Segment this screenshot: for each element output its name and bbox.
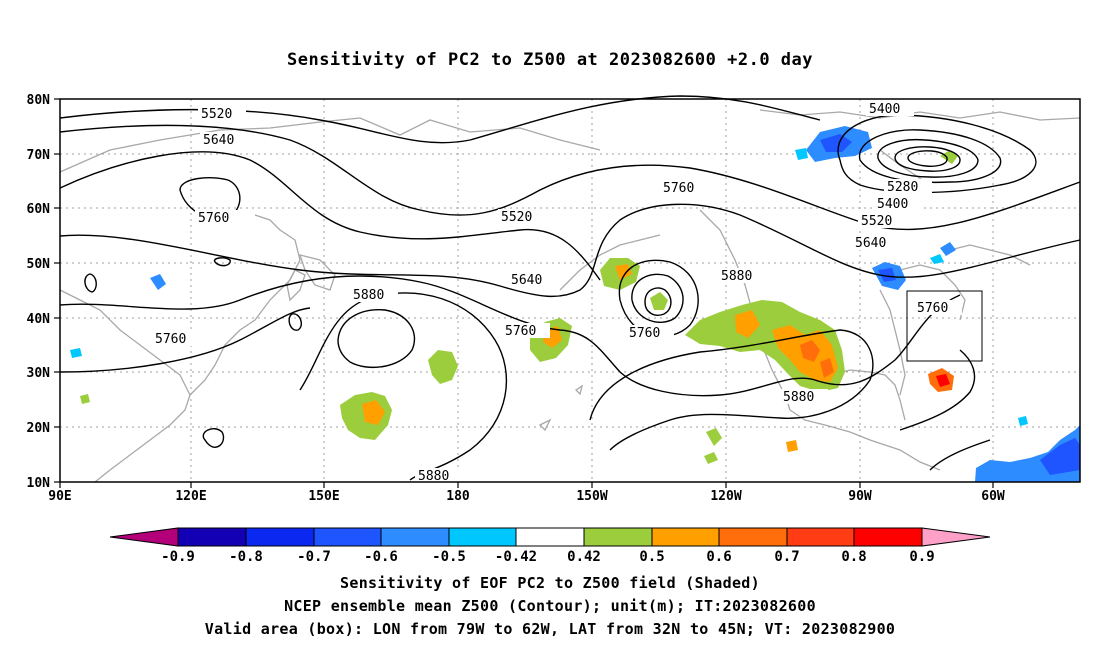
shade-patch bbox=[150, 274, 166, 290]
colorbar-cell bbox=[583, 527, 653, 547]
colorbar-label: 0.6 bbox=[706, 549, 731, 565]
axis-ticks bbox=[54, 98, 994, 488]
colorbar-cell bbox=[380, 527, 450, 547]
contour-label: 5880 bbox=[783, 390, 814, 405]
colorbar-cell bbox=[786, 527, 855, 547]
shade-patch bbox=[936, 374, 950, 387]
colorbar-label: 0.8 bbox=[841, 549, 866, 565]
lat-tick-label: 10N bbox=[27, 476, 51, 491]
colorbar-low-arrow bbox=[109, 527, 179, 547]
contour-label: 5760 bbox=[917, 301, 948, 316]
shade-patch bbox=[820, 134, 852, 152]
colorbar-cell bbox=[515, 527, 585, 547]
shade-patch bbox=[735, 310, 760, 338]
contour-labels: 5520 5640 5760 5520 5640 5880 5760 5760 … bbox=[152, 101, 962, 484]
colorbar-labels: -0.9 -0.8 -0.7 -0.6 -0.5 -0.42 0.42 0.5 … bbox=[161, 549, 935, 565]
colorbar-cell bbox=[853, 527, 923, 547]
shade-patch bbox=[1018, 416, 1028, 426]
sensitivity-shading bbox=[70, 126, 1080, 482]
colorbar-cell bbox=[448, 527, 517, 547]
contour-label: 5760 bbox=[505, 324, 536, 339]
contour-label: 5640 bbox=[203, 133, 234, 148]
shade-patch bbox=[1040, 438, 1080, 475]
shade-patch bbox=[428, 350, 458, 384]
lon-tick-label: 120E bbox=[175, 489, 206, 504]
contour-label: 5760 bbox=[155, 332, 186, 347]
shade-patch bbox=[878, 268, 896, 282]
caption-line-2: NCEP ensemble mean Z500 (Contour); unit(… bbox=[284, 597, 816, 615]
shade-patch bbox=[800, 340, 820, 362]
shade-patch bbox=[706, 428, 722, 446]
caption-line-3: Valid area (box): LON from 79W to 62W, L… bbox=[204, 620, 896, 638]
map-plot: 5520 5640 5760 5520 5640 5880 5760 5760 … bbox=[27, 93, 1081, 504]
shade-patch bbox=[615, 264, 632, 280]
lat-tick-label: 50N bbox=[27, 257, 51, 272]
contour-label: 5400 bbox=[877, 197, 908, 212]
colorbar-label: -0.6 bbox=[364, 549, 398, 565]
colorbar-cell bbox=[651, 527, 720, 547]
contour-label: 5760 bbox=[663, 181, 694, 196]
contour-label: 5880 bbox=[418, 469, 449, 484]
contour-label: 5520 bbox=[861, 214, 892, 229]
lon-tick-label: 150E bbox=[308, 489, 339, 504]
shade-patch bbox=[650, 292, 668, 310]
valid-area-box bbox=[906, 290, 983, 362]
lat-tick-label: 40N bbox=[27, 312, 51, 327]
lon-tick-label: 150W bbox=[576, 489, 607, 504]
colorbar-label: -0.8 bbox=[229, 549, 263, 565]
shade-patch bbox=[786, 440, 798, 452]
shade-patch bbox=[820, 358, 834, 378]
caption-line-1: Sensitivity of EOF PC2 to Z500 field (Sh… bbox=[340, 574, 760, 592]
lon-tick-label: 120W bbox=[710, 489, 741, 504]
colorbar-label: 0.42 bbox=[567, 549, 601, 565]
contour-label: 5880 bbox=[353, 288, 384, 303]
colorbar-cell bbox=[245, 527, 315, 547]
colorbar-label: 0.7 bbox=[774, 549, 799, 565]
contour-label: 5520 bbox=[201, 107, 232, 122]
lat-tick-label: 70N bbox=[27, 148, 51, 163]
lon-tick-label: 60W bbox=[981, 489, 1005, 504]
contour-label: 5520 bbox=[501, 210, 532, 225]
colorbar-label: -0.9 bbox=[161, 549, 195, 565]
colorbar-label: -0.5 bbox=[432, 549, 466, 565]
shade-patch bbox=[940, 150, 958, 164]
lat-tick-label: 20N bbox=[27, 421, 51, 436]
colorbar-label: 0.9 bbox=[909, 549, 934, 565]
lat-labels: 80N 70N 60N 50N 40N 30N 20N 10N bbox=[27, 93, 51, 491]
colorbar-cell bbox=[177, 527, 247, 547]
colorbar-label: -0.42 bbox=[495, 549, 537, 565]
colorbar-cell bbox=[718, 527, 788, 547]
shade-patch bbox=[940, 242, 956, 256]
colorbar-cell bbox=[313, 527, 382, 547]
contour-label: 5280 bbox=[887, 180, 918, 195]
contour-label: 5400 bbox=[869, 102, 900, 117]
shade-patch bbox=[795, 148, 808, 160]
colorbar-segments bbox=[109, 527, 991, 547]
lon-tick-label: 180 bbox=[446, 489, 470, 504]
contour-label: 5640 bbox=[855, 236, 886, 251]
plot-frame bbox=[59, 98, 1081, 483]
shade-patch bbox=[80, 394, 90, 404]
colorbar-label: 0.5 bbox=[639, 549, 664, 565]
lat-tick-label: 60N bbox=[27, 202, 51, 217]
shade-patch bbox=[930, 254, 944, 264]
shade-patch bbox=[704, 452, 718, 464]
shade-patch bbox=[70, 348, 82, 358]
contour-label: 5760 bbox=[198, 211, 229, 226]
contour-label: 5760 bbox=[629, 326, 660, 341]
lat-tick-label: 80N bbox=[27, 93, 51, 108]
lon-tick-label: 90E bbox=[48, 489, 71, 504]
lat-tick-label: 30N bbox=[27, 366, 51, 381]
lon-labels: 90E 120E 150E 180 150W 120W 90W 60W bbox=[48, 489, 1005, 504]
contour-label: 5880 bbox=[721, 269, 752, 284]
contour-label: 5640 bbox=[511, 273, 542, 288]
colorbar-label: -0.7 bbox=[297, 549, 331, 565]
lon-tick-label: 90W bbox=[848, 489, 872, 504]
colorbar-high-arrow bbox=[921, 527, 991, 547]
colorbar: -0.9 -0.8 -0.7 -0.6 -0.5 -0.42 0.42 0.5 … bbox=[109, 527, 991, 565]
figure-title: Sensitivity of PC2 to Z500 at 2023082600… bbox=[286, 50, 813, 70]
shade-patch bbox=[362, 400, 385, 425]
